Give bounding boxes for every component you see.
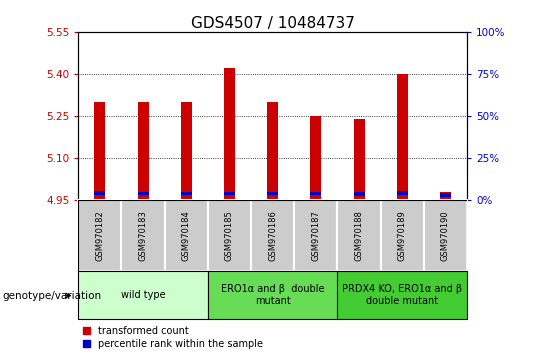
Bar	[94, 102, 105, 200]
Bar	[181, 192, 192, 195]
Text: GSM970188: GSM970188	[355, 210, 363, 261]
Text: GSM970190: GSM970190	[441, 210, 450, 261]
Bar	[310, 192, 321, 195]
Bar	[338, 200, 381, 271]
Bar	[397, 192, 408, 195]
Bar	[310, 116, 321, 200]
Bar	[354, 192, 364, 196]
Text: GSM970182: GSM970182	[96, 210, 104, 261]
Bar	[224, 68, 235, 200]
Text: GSM970187: GSM970187	[312, 210, 320, 261]
Bar	[338, 271, 467, 319]
Text: PRDX4 KO, ERO1α and β
double mutant: PRDX4 KO, ERO1α and β double mutant	[342, 284, 462, 306]
Text: GSM970186: GSM970186	[268, 210, 277, 261]
Bar	[440, 193, 451, 197]
Bar	[267, 192, 278, 195]
Bar	[94, 191, 105, 195]
Text: GSM970189: GSM970189	[398, 210, 407, 261]
Bar	[294, 200, 338, 271]
Text: GSM970183: GSM970183	[139, 210, 147, 261]
Text: GSM970185: GSM970185	[225, 210, 234, 261]
Text: ERO1α and β  double
mutant: ERO1α and β double mutant	[221, 284, 325, 306]
Bar	[440, 192, 451, 200]
Bar	[251, 200, 294, 271]
Title: GDS4507 / 10484737: GDS4507 / 10484737	[191, 16, 355, 31]
Bar	[224, 192, 235, 195]
Text: wild type: wild type	[121, 290, 165, 300]
Legend: transformed count, percentile rank within the sample: transformed count, percentile rank withi…	[83, 326, 263, 349]
Bar	[208, 271, 338, 319]
Text: genotype/variation: genotype/variation	[3, 291, 102, 301]
Bar	[138, 192, 148, 195]
Bar	[354, 119, 364, 200]
Bar	[78, 200, 122, 271]
Bar	[381, 200, 424, 271]
Bar	[181, 102, 192, 200]
Bar	[208, 200, 251, 271]
Bar	[424, 200, 467, 271]
Bar	[267, 102, 278, 200]
Bar	[138, 102, 148, 200]
Bar	[397, 74, 408, 200]
Bar	[78, 271, 208, 319]
Bar	[122, 200, 165, 271]
Bar	[165, 200, 208, 271]
Text: GSM970184: GSM970184	[182, 210, 191, 261]
